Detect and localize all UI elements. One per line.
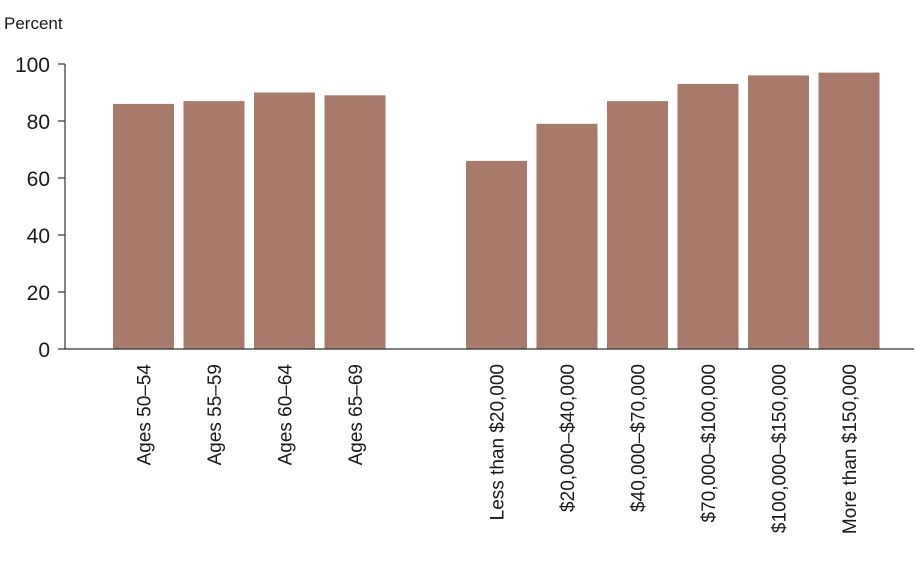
x-category-label: Ages 65–69 [346, 364, 367, 465]
y-tick-label: 20 [27, 282, 50, 305]
bar [113, 103, 174, 350]
bar [748, 75, 809, 350]
bars [113, 72, 880, 350]
x-category-label: $100,000–$150,000 [770, 364, 791, 533]
bar [536, 123, 598, 349]
x-category-label: $70,000–$100,000 [699, 364, 720, 523]
y-tick-label: 60 [27, 168, 50, 191]
bar [466, 160, 527, 349]
x-category-label: $40,000–$70,000 [629, 364, 650, 512]
x-category-label: More than $150,000 [840, 364, 861, 534]
x-category-label: Ages 50–54 [135, 364, 156, 466]
x-category-label: Ages 60–64 [276, 364, 297, 466]
x-axis-labels: Ages 50–54 Ages 55–59 Ages 60–64 Ages 65–69… [135, 364, 862, 535]
x-category-label: Ages 55–59 [205, 364, 226, 465]
y-tick-label: 0 [38, 339, 50, 362]
y-axis-ticks: 0 20 40 60 80 100 [15, 54, 65, 362]
x-category-label: $20,000–$40,000 [558, 364, 579, 512]
x-category-label: Less than $20,000 [488, 364, 509, 520]
bar [254, 92, 315, 349]
y-axis-unit-label: Percent [4, 14, 63, 33]
bar [324, 95, 386, 349]
y-tick-label: 100 [15, 54, 50, 77]
y-tick-label: 80 [27, 111, 50, 134]
bar [607, 101, 668, 349]
bar [818, 72, 880, 349]
bar [183, 101, 245, 349]
y-tick-label: 40 [27, 225, 50, 248]
bar [677, 83, 739, 350]
